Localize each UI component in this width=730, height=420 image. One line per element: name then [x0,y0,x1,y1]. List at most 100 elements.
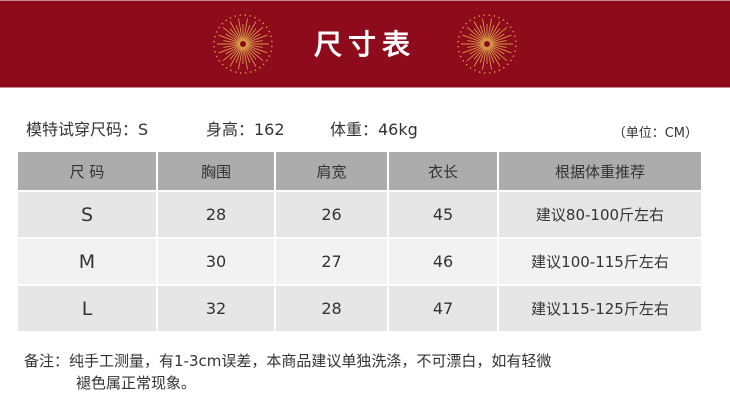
firework-spark [270,50,272,53]
firework-spark [234,15,237,17]
firework-spark [502,19,505,21]
firework-ray [489,33,505,43]
firework-spark [469,19,471,22]
firework-ray [489,34,512,44]
firework-ray [488,46,501,60]
firework-ray [245,33,261,43]
firework-spark [460,55,462,58]
size-cell: L [16,284,158,333]
firework-ray [245,34,268,44]
firework-spark [458,50,460,53]
header-banner: 尺寸表 [0,0,730,88]
firework-spark [249,15,252,17]
chest-cell: 30 [156,237,276,286]
firework-spark [473,17,476,19]
firework-spark [514,35,516,38]
firework-spark [509,26,512,28]
firework-spark [214,50,216,53]
firework-ray [469,45,485,55]
firework-ray [487,46,492,70]
firework-spark [506,63,509,66]
firework-spark [259,66,261,69]
model-height: 身高：162 [206,120,285,139]
firework-spark [459,31,462,33]
firework-ray [488,21,501,42]
column-header: 尺 码 [16,150,158,192]
length-cell: 46 [387,237,499,286]
firework-spark [249,71,252,73]
firework-ray [487,25,495,42]
firework-spark [258,19,261,21]
firework-spark [254,16,256,19]
firework-spark [515,40,517,43]
firework-spark [239,14,242,16]
shoulder-cell: 27 [274,237,389,286]
firework-ray [222,26,241,43]
firework-spark [229,17,232,19]
firework-ray [487,18,492,42]
shoulder-cell: 28 [274,284,389,333]
firework-ray [245,45,261,55]
firework-spark [221,22,224,25]
firework-spark [265,26,268,28]
firework-spark [230,69,232,72]
firework-spark [262,22,265,25]
note: 备注：纯手工测量，有1-3cm误差，本商品建议单独洗涤，不可漂白，如有轻微 褪色… [24,350,704,394]
firework-ray [489,40,507,44]
firework-spark [216,55,218,58]
firework-ray [489,44,512,54]
firework-ray [467,44,485,48]
firework-spark [515,45,517,48]
firework-ray [467,40,485,44]
firework-spark [218,26,220,29]
firework-ray [245,40,263,44]
firework-spark [498,69,501,71]
firework-spark [474,69,476,72]
table-header-row: 尺 码 胸围 肩宽 衣长 根据体重推荐 [16,150,703,192]
model-weight: 体重：46kg [330,120,418,139]
firework-spark [244,14,247,16]
firework-ray [473,28,486,42]
firework-spark [225,19,227,22]
size-cell: M [16,237,158,286]
firework-ray [225,33,241,43]
firework-ray [235,46,243,63]
firework-spark [271,45,273,48]
firework-spark [221,63,224,66]
firework-spark [483,14,486,16]
recommendation-cell: 建议115-125斤左右 [497,284,703,333]
firework-spark [478,71,481,73]
firework-ray [244,28,257,42]
firework-spark [465,22,468,25]
page-title: 尺寸表 [313,28,416,61]
firework-spark [493,71,496,73]
firework-ray [473,46,486,67]
column-header: 肩宽 [274,150,389,192]
firework-ray [222,45,241,62]
firework-spark [457,45,459,48]
firework-ray [218,34,241,44]
firework-ray [488,46,501,67]
firework-spark [268,55,271,57]
firework-ray [469,33,485,43]
firework-ray [466,26,485,43]
firework-ray [238,18,243,42]
firework-ray [487,46,495,63]
table-row: L 32 28 47 建议115-125斤左右 [16,284,703,333]
firework-ray [473,46,486,60]
firework-ray [245,45,264,62]
firework-spark [271,40,273,43]
firework-ray [479,46,487,63]
firework-ray [482,18,487,42]
firework-spark [457,40,459,43]
firework-spark [503,66,505,69]
firework-ray [245,26,264,43]
column-header: 根据体重推荐 [497,150,703,192]
firework-spark [270,35,272,38]
firework-ray [229,46,242,67]
firework-ray [243,18,248,42]
firework-ray [229,28,242,42]
chest-cell: 28 [156,190,276,239]
firework-spark [268,30,270,33]
table-row: M 30 27 46 建议100-115斤左右 [16,237,703,286]
